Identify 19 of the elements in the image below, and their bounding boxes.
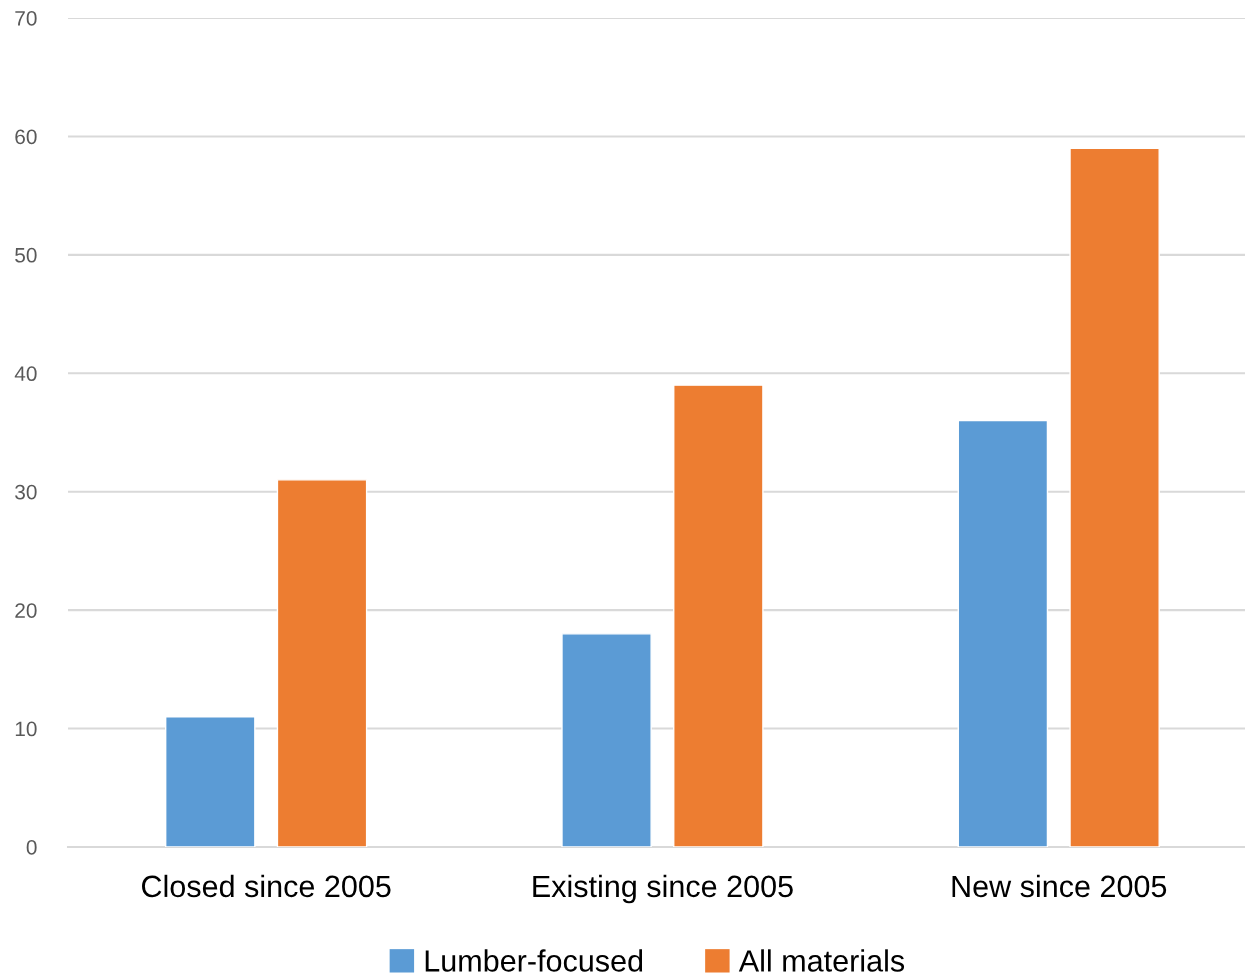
bar — [276, 479, 368, 847]
bar — [957, 419, 1049, 847]
legend-label: Lumber-focused — [425, 949, 643, 972]
y-tick-label: 0 — [26, 840, 37, 855]
y-tick-label: 40 — [14, 366, 37, 382]
y-tick-label: 70 — [15, 11, 37, 26]
bar — [673, 384, 764, 847]
y-tick-label: 50 — [15, 247, 37, 263]
bar — [164, 716, 256, 847]
y-tick-label: 10 — [15, 721, 37, 737]
legend-label: All materials — [738, 949, 905, 972]
bar — [561, 633, 652, 847]
y-tick-label: 20 — [15, 603, 37, 618]
y-tick-label: 60 — [15, 129, 37, 145]
x-tick-label: Existing since 2005 — [533, 874, 793, 904]
y-tick-label: 30 — [15, 484, 37, 500]
x-tick-label: New since 2005 — [952, 874, 1167, 898]
x-tick-label: Closed since 2005 — [142, 874, 391, 898]
bar — [1069, 147, 1160, 847]
